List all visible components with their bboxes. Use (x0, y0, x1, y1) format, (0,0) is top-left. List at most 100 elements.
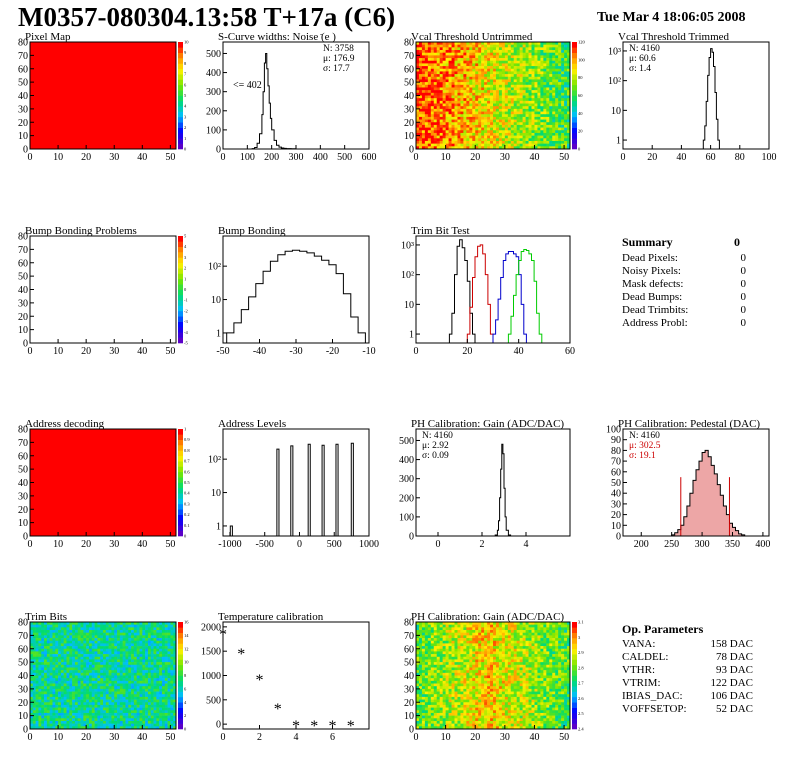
y-tick-label: 80 (18, 425, 28, 436)
heatmap-cell (125, 718, 129, 722)
heatmap-cell (74, 696, 79, 700)
heatmap-cell (504, 87, 509, 91)
heatmap-cell (561, 116, 565, 120)
heatmap-cell (100, 723, 104, 727)
heatmap-cell (475, 635, 479, 639)
heatmap-cell (156, 640, 160, 644)
heatmap-cell (55, 624, 59, 628)
heatmap-cell (147, 632, 152, 636)
heatmap-cell (472, 106, 476, 110)
heatmap-cell (558, 130, 562, 134)
heatmap-cell (481, 84, 485, 88)
heatmap-cell (424, 106, 429, 110)
heatmap-cell (108, 702, 112, 706)
heatmap-cell (63, 710, 67, 714)
heatmap-cell (522, 44, 526, 48)
heatmap-cell (504, 146, 509, 150)
heatmap-cell (507, 624, 512, 628)
heatmap-cell (510, 111, 515, 115)
heatmap-cell (424, 103, 429, 107)
heatmap-cell (498, 632, 503, 636)
heatmap-cell (136, 723, 140, 727)
heatmap-cell (501, 47, 506, 51)
heatmap-cell (170, 718, 174, 722)
heatmap-cell (114, 726, 118, 730)
heatmap-cell (436, 146, 440, 150)
heatmap-cell (555, 66, 559, 70)
heatmap-cell (552, 55, 556, 59)
heatmap-cell (495, 44, 500, 48)
heatmap-cell (103, 662, 107, 666)
heatmap-cell (501, 60, 506, 64)
heatmap-cell (424, 90, 429, 94)
heatmap-cell (421, 127, 426, 131)
heatmap-cell (74, 710, 79, 714)
heatmap-cell (498, 71, 503, 75)
heatmap-cell (74, 622, 79, 625)
heatmap-cell (133, 715, 137, 719)
heatmap-cell (100, 715, 104, 719)
heatmap-cell (519, 60, 523, 64)
heatmap-cell (498, 74, 503, 78)
heatmap-cell (44, 651, 48, 655)
heatmap-cell (525, 130, 529, 134)
heatmap-cell (133, 643, 137, 647)
heatmap-cell (83, 720, 87, 724)
heatmap-cell (139, 630, 143, 633)
heatmap-cell (55, 667, 59, 671)
heatmap-cell (469, 132, 473, 136)
heatmap-cell (484, 116, 488, 120)
heatmap-cell (457, 106, 461, 110)
heatmap-cell (442, 87, 446, 91)
heatmap-cell (543, 84, 547, 88)
heatmap-cell (156, 686, 160, 690)
heatmap-cell (475, 68, 479, 72)
heatmap-cell (131, 720, 135, 724)
heatmap-cell (161, 691, 166, 695)
heatmap-cell (32, 707, 36, 711)
heatmap-cell (558, 138, 562, 142)
heatmap-cell (100, 696, 104, 700)
heatmap-cell (469, 130, 473, 134)
heatmap-cell (495, 82, 500, 86)
heatmap-cell (442, 79, 446, 83)
palette-tick-label: 4 (184, 700, 187, 705)
heatmap-cell (74, 627, 79, 631)
heatmap-cell (484, 632, 488, 636)
heatmap-cell (558, 632, 562, 636)
heatmap-cell (38, 648, 42, 652)
heatmap-cell (552, 66, 556, 70)
heatmap-cell (490, 143, 494, 147)
palette-tick-label: 0.3 (184, 501, 190, 506)
heatmap-cell (418, 624, 423, 628)
heatmap-cell (63, 638, 67, 642)
heatmap-cell (552, 42, 556, 45)
heatmap-cell (153, 680, 157, 684)
y-tick-label: 80 (18, 232, 28, 243)
heatmap-cell (38, 718, 42, 722)
heatmap-cell (552, 92, 556, 96)
heatmap-cell (501, 635, 506, 639)
heatmap-cell (498, 95, 503, 99)
heatmap-cell (463, 98, 467, 102)
heatmap-cell (161, 622, 166, 625)
heatmap-cell (490, 98, 494, 102)
heatmap-cell (41, 654, 45, 658)
heatmap-cell (119, 680, 123, 684)
heatmap-cell (125, 723, 129, 727)
heatmap-cell (416, 143, 420, 147)
heatmap-cell (519, 95, 523, 99)
heatmap-cell (445, 52, 449, 56)
heatmap-cell (119, 664, 123, 668)
heatmap-cell (487, 111, 491, 115)
heatmap-cell (513, 138, 517, 142)
heatmap-cell (495, 100, 500, 104)
heatmap-cell (60, 622, 64, 625)
heatmap-cell (507, 90, 512, 94)
heatmap-cell (145, 686, 149, 690)
y-tick-label: 500 (206, 695, 221, 706)
heatmap-cell (164, 646, 168, 650)
heatmap-cell (555, 132, 559, 136)
heatmap-cell (466, 127, 470, 131)
